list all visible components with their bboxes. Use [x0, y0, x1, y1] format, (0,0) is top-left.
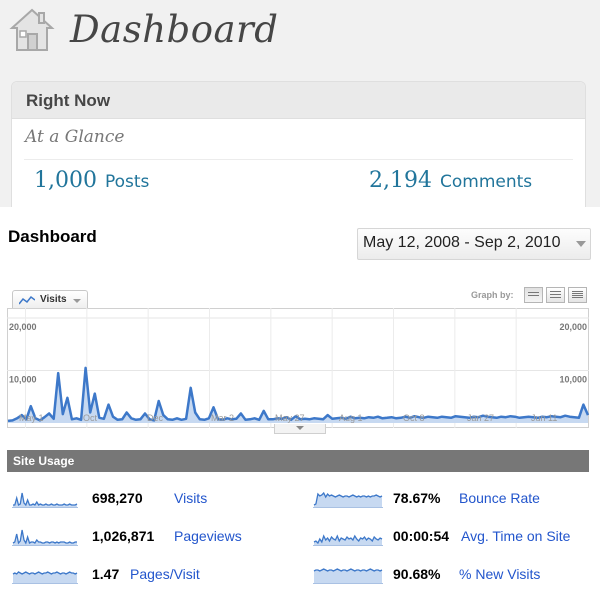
- sparkline-area: [13, 572, 77, 583]
- sparkline-line: [313, 568, 383, 572]
- y-tick-label-left: 20,000: [9, 322, 37, 332]
- x-tick-label: Dec: [147, 413, 164, 423]
- x-tick-label: Jun 11: [531, 413, 557, 423]
- graph-by-label: Graph by:: [471, 290, 514, 300]
- sparkline-area: [13, 493, 77, 507]
- comments-count[interactable]: 2,194: [369, 168, 432, 193]
- graph-by-month-button[interactable]: [568, 287, 587, 303]
- posts-stat[interactable]: 1,000 Posts: [34, 168, 149, 193]
- widget-header[interactable]: Right Now: [12, 82, 585, 119]
- chevron-down-icon: [73, 299, 81, 303]
- metric-pageviews[interactable]: 1,026,871 Pageviews: [12, 525, 302, 547]
- pageviews-sparkline: [12, 529, 78, 546]
- right-now-widget: Right Now At a Glance 1,000 Posts 2,194 Co…: [11, 81, 586, 223]
- widget-title: Right Now: [26, 91, 111, 110]
- chevron-down-icon: [296, 426, 304, 430]
- chart-expand-handle[interactable]: [274, 424, 326, 434]
- x-tick-label: Jan 27: [467, 413, 494, 423]
- graph-by-day-button[interactable]: [524, 287, 543, 303]
- posts-count[interactable]: 1,000: [34, 168, 97, 193]
- graph-by-week-button[interactable]: [546, 287, 565, 303]
- metric-label[interactable]: Avg. Time on Site: [461, 528, 571, 544]
- metric-value: 90.68%: [393, 566, 441, 582]
- metric-label[interactable]: Visits: [174, 490, 208, 506]
- metric-bounce-rate[interactable]: 78.67% Bounce Rate: [313, 487, 600, 509]
- metric-new-visits[interactable]: 90.68% % New Visits: [313, 563, 600, 585]
- analytics-dashboard-panel: Dashboard May 12, 2008 - Sep 2, 2010 Vis…: [0, 207, 600, 600]
- x-tick-label: Aug 1: [339, 413, 363, 423]
- x-tick-label: May 1: [19, 413, 44, 423]
- visits-chart-svg: 20,000 20,000 10,000 10,000 May 1 Oct Dec Mar 2…: [7, 308, 590, 428]
- page-title: Dashboard: [70, 8, 279, 51]
- bounce-rate-sparkline: [313, 491, 383, 508]
- posts-label[interactable]: Posts: [104, 172, 150, 192]
- site-usage-header: Site Usage: [7, 450, 589, 472]
- line-chart-icon: [19, 295, 35, 305]
- visits-chart[interactable]: 20,000 20,000 10,000 10,000 May 1 Oct Dec Mar 2…: [7, 308, 590, 428]
- x-tick-label: Mar 2: [211, 413, 234, 423]
- date-range-value: May 12, 2008 - Sep 2, 2010: [363, 234, 561, 251]
- metric-label[interactable]: Bounce Rate: [459, 490, 540, 506]
- x-tick-label: Oct: [83, 413, 98, 423]
- x-tick-label: May 27: [275, 413, 305, 423]
- metric-value: 1.47: [92, 566, 120, 582]
- y-tick-label-right: 10,000: [559, 375, 587, 385]
- metric-label[interactable]: Pages/Visit: [130, 566, 200, 582]
- divider: [24, 159, 573, 160]
- metric-selector[interactable]: Visits: [12, 290, 88, 309]
- metric-label[interactable]: % New Visits: [459, 566, 541, 582]
- analytics-title: Dashboard: [8, 227, 97, 246]
- date-range-selector[interactable]: May 12, 2008 - Sep 2, 2010: [357, 228, 591, 260]
- chevron-down-icon: [576, 241, 586, 247]
- chart-frame: [7, 308, 589, 428]
- sparkline-area: [13, 530, 77, 545]
- metric-visits[interactable]: 698,270 Visits: [12, 487, 302, 509]
- visits-sparkline: [12, 492, 78, 508]
- home-icon: [9, 8, 55, 51]
- new-visits-sparkline: [313, 568, 383, 584]
- sparkline-line: [12, 571, 78, 575]
- metric-pages-per-visit[interactable]: 1.47 Pages/Visit: [12, 563, 302, 585]
- metric-value: 78.67%: [393, 490, 441, 506]
- metric-label[interactable]: Pageviews: [174, 528, 242, 544]
- metric-value: 00:00:54: [393, 528, 450, 544]
- sparkline-line: [13, 492, 78, 507]
- y-tick-label-left: 10,000: [9, 375, 37, 385]
- visits-line: [7, 366, 590, 423]
- wordpress-dashboard-panel: Dashboard Right Now At a Glance 1,000 Pos…: [0, 0, 600, 223]
- sparkline-line: [12, 529, 77, 545]
- widget-subheading: At a Glance: [25, 127, 125, 147]
- metric-value: 698,270: [92, 490, 143, 506]
- pages-per-visit-sparkline: [12, 571, 78, 584]
- metric-value: 1,026,871: [92, 528, 155, 544]
- x-tick-label: Oct 8: [403, 413, 425, 423]
- avg-time-sparkline: [313, 534, 383, 546]
- y-tick-label-right: 20,000: [559, 322, 587, 332]
- comments-label[interactable]: Comments: [439, 172, 533, 192]
- comments-stat[interactable]: 2,194 Comments: [369, 168, 532, 193]
- sparkline-area: [314, 569, 382, 583]
- metric-avg-time-on-site[interactable]: 00:00:54 Avg. Time on Site: [313, 525, 600, 547]
- sparkline-line: [313, 534, 383, 545]
- site-usage-title: Site Usage: [13, 454, 75, 468]
- sparkline-line: [313, 491, 383, 506]
- metric-selector-label: Visits: [40, 294, 67, 305]
